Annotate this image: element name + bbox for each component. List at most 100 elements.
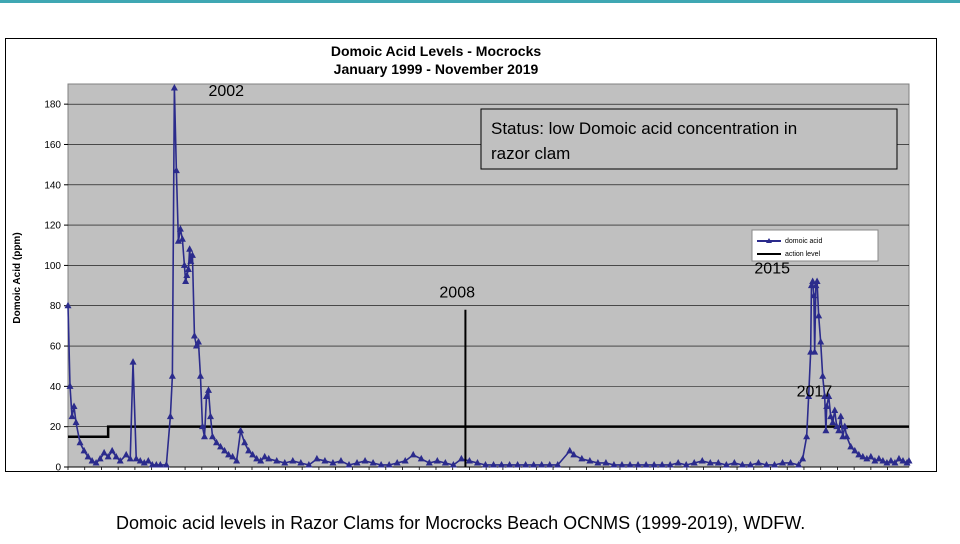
domoic-data-point — [126, 454, 134, 462]
domoic-data-point — [92, 458, 100, 466]
domoic-data-point — [738, 460, 746, 468]
domoic-data-point — [409, 450, 417, 458]
domoic-data-point — [361, 456, 369, 464]
domoic-data-point — [257, 456, 265, 464]
domoic-data-point — [837, 412, 845, 420]
domoic-data-point — [618, 460, 626, 468]
domoic-data-point — [626, 460, 634, 468]
domoic-data-point — [863, 454, 871, 462]
x-axis-ticks: Jan-99Jun-99Nov-99Apr-00Sep-00Feb-01Jul-… — [66, 466, 909, 471]
domoic-data-point — [229, 452, 237, 460]
domoic-data-point — [194, 338, 202, 345]
legend: domoic acid action level — [751, 229, 879, 262]
domoic-data-point — [449, 460, 457, 468]
domoic-data-point — [265, 454, 273, 462]
domoic-data-point — [803, 432, 811, 440]
domoic-data-point — [140, 458, 148, 466]
domoic-data-point — [698, 456, 706, 464]
domoic-data-point — [417, 454, 425, 462]
domoic-data-point — [96, 454, 104, 462]
y-tick-label: 180 — [44, 100, 61, 111]
domoic-data-point — [176, 225, 184, 232]
domoic-data-point — [80, 446, 88, 454]
y-tick-label: 120 — [44, 221, 61, 232]
domoic-data-point — [514, 460, 522, 468]
domoic-data-point — [809, 277, 817, 285]
domoic-data-point — [879, 456, 887, 464]
domoic-data-point — [714, 458, 722, 466]
domoic-data-point — [522, 460, 530, 468]
domoic-data-point — [887, 456, 895, 464]
domoic-data-point — [490, 460, 498, 468]
domoic-data-point — [815, 311, 823, 319]
chart-titles: Domoic Acid Levels - Mocrocks January 19… — [331, 43, 542, 77]
domoic-data-point — [221, 446, 229, 454]
domoic-data-point — [855, 450, 863, 458]
domoic-data-point — [538, 460, 546, 468]
domoic-data-point — [187, 257, 195, 264]
domoic-data-point — [200, 432, 208, 440]
domoic-data-point — [867, 452, 875, 460]
domoic-data-point — [841, 422, 849, 430]
domoic-data-point — [666, 460, 674, 468]
domoic-data-point — [823, 402, 831, 410]
domoic-data-point — [385, 460, 393, 468]
domoic-data-point — [829, 418, 837, 426]
domoic-data-point — [217, 442, 225, 450]
domoic-data-point — [807, 281, 815, 289]
domoic-data-point — [136, 456, 144, 464]
domoic-data-point — [634, 460, 642, 468]
domoic-data-point — [891, 458, 899, 466]
domoic-acid-chart: Domoic Acid Levels - Mocrocks January 19… — [12, 43, 913, 471]
domoic-data-point — [827, 412, 835, 420]
domoic-data-point — [297, 458, 305, 466]
y-tick-label: 140 — [44, 180, 61, 191]
domoic-data-point — [822, 426, 830, 434]
domoic-data-point — [835, 426, 843, 434]
domoic-data-point — [70, 402, 78, 410]
domoic-data-point — [578, 454, 586, 462]
domoic-data-point — [805, 392, 813, 399]
domoic-data-point — [799, 454, 807, 462]
domoic-data-point — [353, 458, 361, 466]
domoic-data-point — [186, 245, 194, 252]
domoic-data-point — [68, 412, 76, 420]
domoic-data-point — [473, 458, 481, 466]
domoic-data-point — [345, 460, 353, 468]
chart-subtitle: January 1999 - November 2019 — [334, 61, 539, 77]
domoic-data-point — [66, 382, 74, 389]
year-annotation: 2015 — [754, 261, 790, 278]
year-annotation: 2017 — [797, 384, 833, 401]
domoic-data-point — [506, 460, 514, 468]
domoic-data-point — [401, 456, 409, 464]
domoic-data-point — [905, 456, 913, 464]
domoic-data-point — [813, 277, 821, 285]
domoic-data-point — [84, 452, 92, 460]
y-tick-label: 40 — [50, 382, 62, 393]
domoic-data-point — [184, 265, 192, 272]
domoic-data-point — [108, 446, 116, 454]
top-accent-rule — [0, 0, 960, 3]
domoic-data-point — [465, 456, 473, 464]
domoic-data-point — [112, 452, 120, 460]
domoic-data-point — [433, 456, 441, 464]
domoic-data-point — [207, 412, 215, 420]
figure-caption: Domoic acid levels in Razor Clams for Mo… — [116, 513, 806, 533]
status-box: Status: low Domoic acid concentration in… — [480, 108, 898, 170]
domoic-data-point — [787, 458, 795, 466]
domoic-data-point — [754, 458, 762, 466]
domoic-data-point — [213, 438, 221, 446]
domoic-data-point — [104, 452, 112, 460]
domoic-data-point — [602, 458, 610, 466]
domoic-data-point — [182, 277, 190, 285]
domoic-data-point — [883, 458, 891, 466]
domoic-data-point — [393, 458, 401, 466]
domoic-data-point — [554, 460, 562, 468]
domoic-data-point — [377, 460, 385, 468]
domoic-data-point — [196, 372, 204, 379]
domoic-data-point — [72, 418, 80, 426]
domoic-data-point — [166, 412, 174, 420]
legend-marker-triangle — [766, 238, 772, 243]
domoic-data-point — [261, 452, 269, 460]
domoic-data-point — [498, 460, 506, 468]
